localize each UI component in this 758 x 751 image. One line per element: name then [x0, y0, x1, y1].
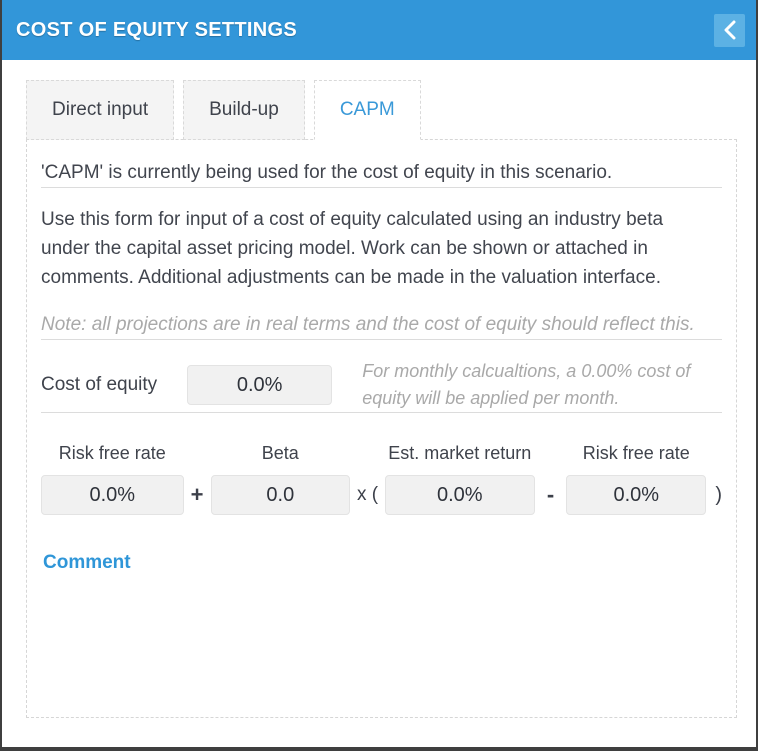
close-paren-operator: ) [715, 484, 722, 506]
settings-form: Direct input Build-up CAPM 'CAPM' is cur… [26, 80, 737, 718]
tab-label: CAPM [339, 99, 395, 120]
tab-capm[interactable]: CAPM [313, 80, 421, 140]
form-description: Use this form for input of a cost of equ… [41, 209, 664, 288]
tab-bar: Direct input Build-up CAPM [26, 80, 737, 140]
chevron-left-icon [723, 20, 737, 40]
divider [41, 339, 722, 340]
risk-free-rate-2-label: Risk free rate [582, 443, 690, 463]
est-market-return-label: Est. market return [388, 443, 532, 463]
tab-label: Build-up [209, 99, 279, 120]
minus-operator: - [546, 482, 555, 507]
tab-label: Direct input [52, 99, 149, 120]
capm-formula-row: Risk free rate + Beta x ( Est. market re… [41, 441, 722, 515]
est-market-return-input[interactable] [384, 475, 535, 515]
back-button[interactable] [714, 13, 745, 47]
beta-input[interactable] [210, 475, 351, 515]
risk-free-rate-label: Risk free rate [58, 443, 166, 463]
cost-of-equity-label: Cost of equity [41, 374, 158, 395]
monthly-calculation-note: For monthly calcualtions, a 0.00% cost o… [362, 361, 691, 408]
capm-tab-panel: 'CAPM' is currently being used for the c… [26, 139, 737, 718]
risk-free-rate-2-input[interactable] [566, 475, 707, 515]
comment-link[interactable]: Comment [43, 552, 131, 573]
cost-of-equity-row: Cost of equity For monthly calcualtions,… [41, 358, 722, 412]
page-title: COST OF EQUITY SETTINGS [16, 18, 298, 41]
projections-note: Note: all projections are in real terms … [41, 314, 695, 335]
beta-label: Beta [261, 443, 299, 463]
multiply-open-paren-operator: x ( [356, 484, 379, 505]
risk-free-rate-input[interactable] [41, 475, 184, 515]
tab-direct-input[interactable]: Direct input [26, 80, 175, 140]
plus-operator: + [190, 482, 204, 507]
tab-build-up[interactable]: Build-up [183, 80, 305, 140]
divider [41, 412, 722, 413]
divider [41, 187, 722, 188]
cost-of-equity-input[interactable] [187, 365, 333, 405]
header-bar: COST OF EQUITY SETTINGS [2, 0, 756, 60]
scenario-status-text: 'CAPM' is currently being used for the c… [41, 162, 613, 183]
